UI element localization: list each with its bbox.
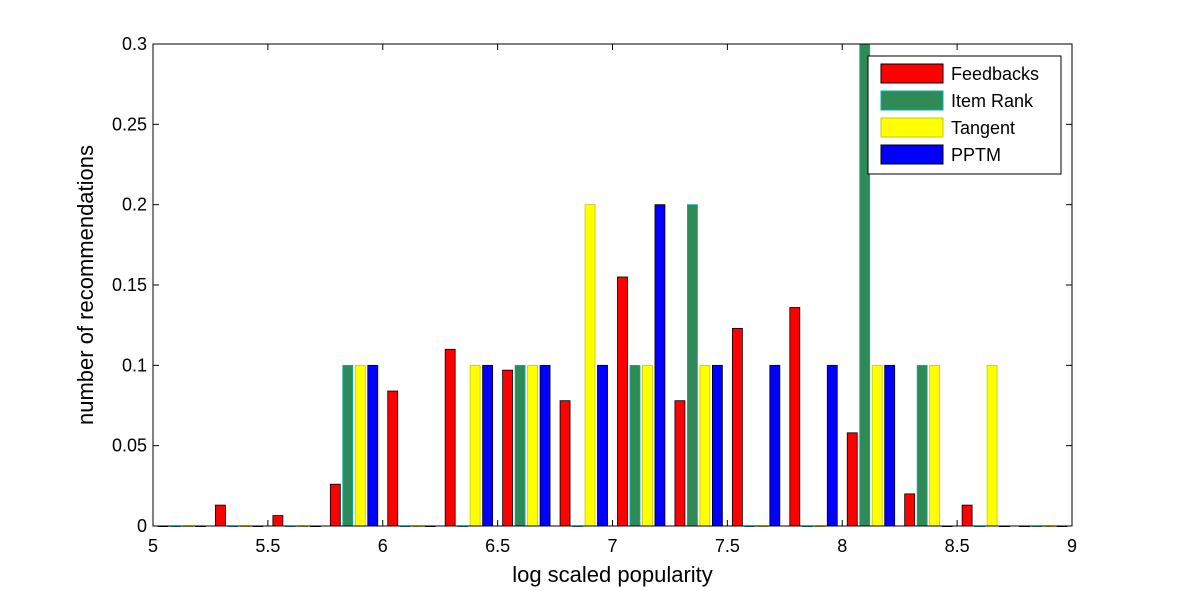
bar-feedbacks-13 (904, 493, 916, 527)
x-tick-label: 8.5 (945, 536, 970, 556)
x-tick-label: 5 (148, 536, 158, 556)
bar-feedbacks-2 (272, 515, 284, 527)
x-axis: 5 5.5 6 6.5 7 7.5 8 8.5 9 (148, 44, 1077, 556)
legend-label-pptm: PPTM (951, 145, 1001, 165)
bar-feedbacks-12 (846, 432, 858, 527)
y-tick-label: 0 (137, 516, 147, 536)
legend-swatch-pptm (880, 144, 944, 165)
bar-item-rank-6 (514, 364, 526, 527)
legend-swatch-item-rank (880, 90, 944, 111)
bar-pptm-5 (482, 364, 494, 527)
x-tick-label: 6 (378, 536, 388, 556)
bar-tangent-8 (642, 364, 653, 527)
bar-feedbacks-14 (961, 504, 973, 527)
y-tick-label: 0.15 (112, 275, 147, 295)
bar-pptm-6 (539, 364, 551, 527)
bar-item-rank-13 (916, 364, 928, 527)
bar-feedbacks-7 (559, 400, 571, 527)
x-tick-label: 9 (1067, 536, 1077, 556)
bar-feedbacks-8 (617, 276, 628, 527)
bar-pptm-11 (826, 364, 838, 527)
bar-tangent-9 (699, 364, 711, 527)
x-axis-title: log scaled popularity (512, 562, 713, 587)
bar-item-rank-8 (629, 364, 641, 527)
bar-feedbacks-10 (731, 327, 743, 527)
bar-pptm-7 (597, 364, 608, 527)
bar-tangent-6 (527, 364, 538, 527)
bar-tangent-12 (871, 364, 883, 527)
bar-pptm-12 (884, 364, 896, 527)
y-tick-label: 0.3 (122, 34, 147, 54)
bar-feedbacks-4 (387, 390, 399, 527)
y-axis-title: number of recommendations (73, 145, 98, 425)
bar-tangent-7 (584, 204, 596, 527)
x-tick-label: 5.5 (255, 536, 280, 556)
bar-tangent-5 (469, 364, 481, 527)
bar-feedbacks-5 (444, 348, 456, 527)
legend-label-item-rank: Item Rank (951, 91, 1034, 111)
bar-item-rank-3 (342, 364, 354, 527)
legend-label-tangent: Tangent (951, 118, 1015, 138)
bar-item-rank-9 (687, 204, 698, 527)
bar-tangent-13 (929, 364, 941, 527)
bar-feedbacks-9 (674, 400, 686, 527)
bar-tangent-3 (354, 364, 366, 527)
x-tick-label: 6.5 (485, 536, 510, 556)
x-tick-label: 8 (837, 536, 847, 556)
bar-pptm-9 (711, 364, 723, 527)
bar-feedbacks-6 (502, 369, 514, 527)
y-tick-label: 0.25 (112, 114, 147, 134)
y-tick-label: 0.1 (122, 355, 147, 375)
legend-label-feedbacks: Feedbacks (951, 64, 1039, 84)
bar-tangent-14 (986, 364, 998, 527)
y-tick-label: 0.05 (112, 436, 147, 456)
bar-feedbacks-1 (215, 504, 226, 527)
x-tick-label: 7.5 (715, 536, 740, 556)
legend: Feedbacks Item Rank Tangent PPTM (867, 55, 1062, 175)
bar-pptm-3 (367, 364, 379, 527)
x-tick-label: 7 (607, 536, 617, 556)
legend-swatch-feedbacks (880, 63, 944, 84)
y-axis: 0 0.05 0.1 0.15 0.2 0.25 0.3 (112, 34, 1072, 536)
legend-swatch-tangent (880, 117, 944, 138)
y-tick-label: 0.2 (122, 195, 147, 215)
bar-pptm-10 (769, 364, 781, 527)
bar-feedbacks-3 (329, 483, 341, 527)
bars-group (157, 43, 1068, 528)
bar-feedbacks-11 (789, 307, 801, 527)
bar-pptm-8 (654, 204, 666, 527)
